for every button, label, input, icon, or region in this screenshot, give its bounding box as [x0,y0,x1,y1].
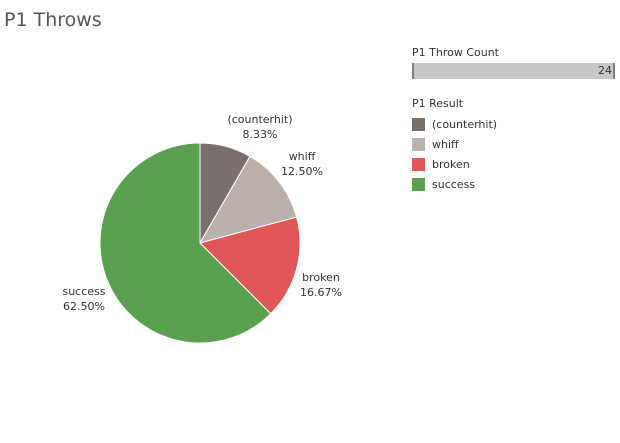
legend-label: success [432,177,476,191]
legend-item-whiff[interactable]: whiff [412,134,617,154]
pie-slice-whiff[interactable] [198,155,298,244]
legend-label: whiff [432,137,459,151]
side-panel: P1 Throw Count 24 P1 Result (counterhit)… [412,46,617,194]
legend-title: P1 Result [412,97,464,110]
throw-count-title: P1 Throw Count [412,46,499,59]
page-title: P1 Throws [4,9,102,31]
pie-slice-success[interactable] [99,142,272,344]
throw-count-fill [414,63,613,79]
pie-slice-broken[interactable] [199,216,301,315]
slice-category-label: broken [302,271,340,284]
legend-item-broken[interactable]: broken [412,154,617,174]
legend-swatch [412,157,425,171]
legend-swatch [412,117,425,131]
legend: P1 Result (counterhit) whiff broken succ… [412,97,617,194]
slice-value-label: 12.50% [281,165,323,178]
slice-category-label: success [62,285,105,298]
legend-item-success[interactable]: success [412,174,617,194]
slice-category-label: whiff [289,150,316,163]
throw-count-value: 24 [598,64,612,77]
throw-count-bar[interactable]: 24 [412,63,615,79]
legend-label: broken [432,157,470,171]
legend-swatch [412,137,425,151]
slice-value-label: 62.50% [63,300,105,313]
pie-chart: (counterhit) 8.33% whiff 12.50% broken 16.67%… [62,113,342,344]
legend-label: (counterhit) [432,117,498,131]
slice-category-label: (counterhit) [227,113,292,126]
slice-value-label: 8.33% [243,128,278,141]
slice-value-label: 16.67% [300,286,342,299]
legend-swatch [412,177,425,191]
legend-item-counterhit[interactable]: (counterhit) [412,114,617,134]
